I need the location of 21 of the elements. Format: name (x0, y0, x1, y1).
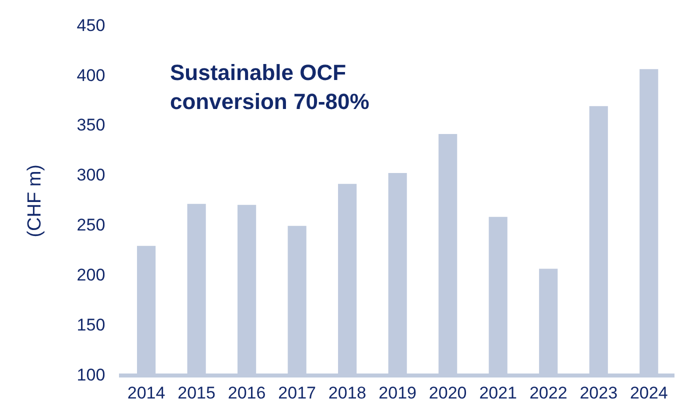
annotation: Sustainable OCF conversion 70-80% (170, 59, 370, 116)
y-tick-label: 400 (76, 66, 106, 85)
x-tick-label: 2014 (127, 383, 166, 402)
y-tick-label: 300 (76, 166, 106, 185)
y-tick-label: 350 (76, 116, 106, 135)
y-tick-label: 200 (76, 265, 106, 284)
y-tick-label: 150 (76, 315, 106, 334)
x-tick-label: 2022 (529, 383, 568, 402)
x-tick-label: 2020 (428, 383, 467, 402)
x-tick-label: 2019 (378, 383, 416, 402)
x-tick-label: 2018 (328, 383, 366, 402)
x-tick-label: 2024 (630, 383, 668, 402)
y-tick-label: 250 (76, 216, 106, 235)
x-tick-label: 2021 (479, 383, 518, 402)
y-axis-title: (CHF m) (24, 164, 46, 238)
x-tick-label: 2023 (580, 383, 618, 402)
y-tick-label: 450 (76, 16, 106, 35)
y-tick-label: 100 (76, 365, 106, 384)
x-tick-label: 2017 (278, 383, 316, 402)
x-tick-label: 2015 (178, 383, 216, 402)
x-tick-label: 2016 (228, 383, 266, 402)
